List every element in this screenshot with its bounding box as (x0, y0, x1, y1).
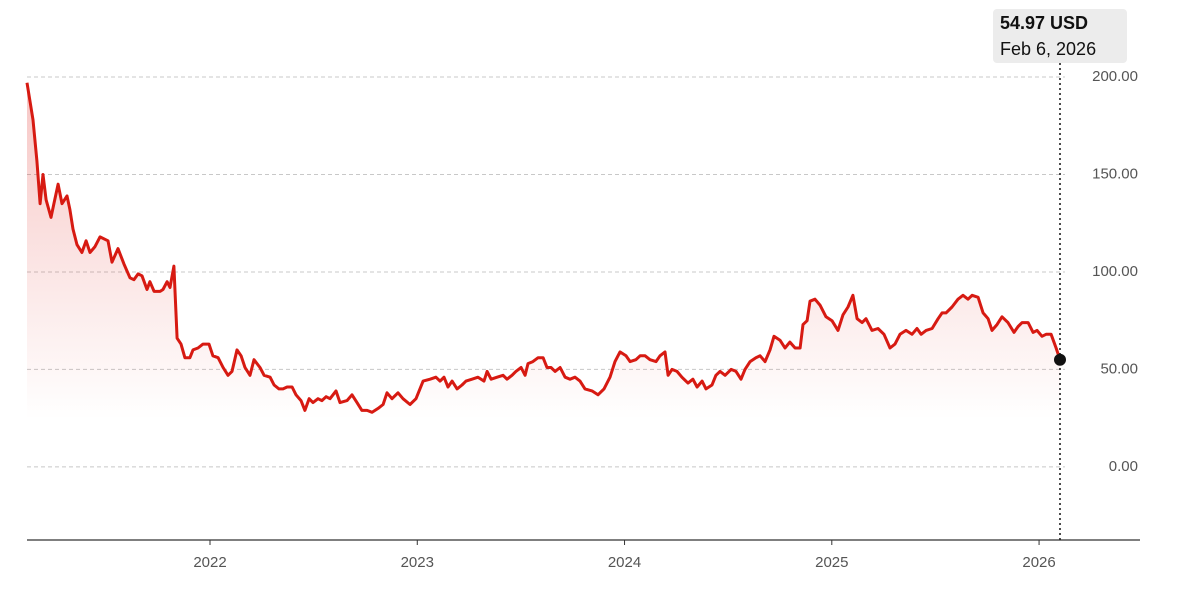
axes: 0.00 50.00 100.00 150.00 200.00 2022 2023 2024 2… (27, 68, 1140, 571)
price-line (25, 82, 1062, 414)
x-tick-label: 2023 (401, 554, 434, 571)
tooltip-box (993, 9, 1127, 63)
y-tick-label: 50.00 (1100, 360, 1138, 377)
tooltip-value: 54.97 USD (1000, 13, 1088, 33)
y-tick-label: 200.00 (1092, 68, 1138, 85)
y-tick-label: 0.00 (1109, 458, 1138, 475)
y-tick-label: 100.00 (1092, 263, 1138, 280)
area-fill (27, 82, 1060, 541)
x-tick-label: 2024 (608, 554, 641, 571)
tooltip-date: Feb 6, 2026 (1000, 39, 1096, 59)
x-tick-label: 2025 (815, 554, 848, 571)
y-tick-label: 150.00 (1092, 165, 1138, 182)
x-tick-label: 2026 (1022, 554, 1055, 571)
last-point (1053, 353, 1066, 366)
tooltip: 54.97 USD Feb 6, 2026 (993, 9, 1127, 540)
x-tick-label: 2022 (193, 554, 226, 571)
plot-area (25, 82, 1062, 541)
